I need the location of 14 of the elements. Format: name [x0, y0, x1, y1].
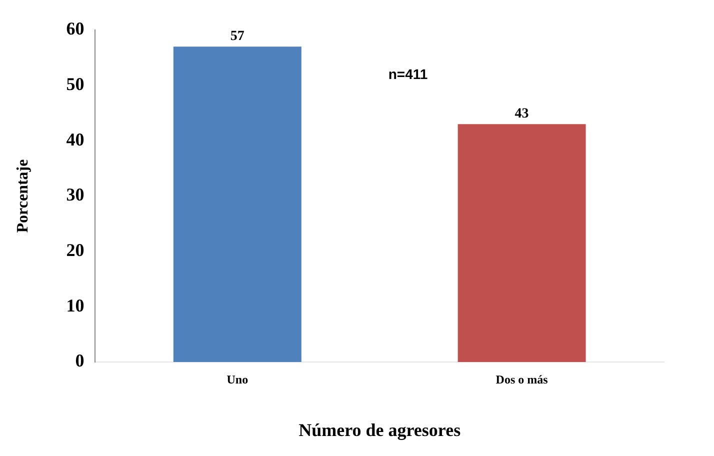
y-tick-label: 30	[66, 184, 84, 205]
annotation: n=411	[388, 66, 428, 82]
y-tick-label: 0	[75, 350, 84, 371]
x-tick-label: Dos o más	[496, 372, 548, 386]
x-tick-label: Uno	[226, 372, 248, 386]
y-axis-title: Porcentaje	[14, 159, 32, 233]
y-tick-label: 10	[66, 295, 84, 316]
x-axis-title: Número de agresores	[298, 420, 461, 440]
y-tick-label: 20	[66, 240, 84, 260]
data-label: 43	[514, 106, 529, 122]
y-tick-label: 50	[66, 74, 84, 94]
y-tick-label: 40	[66, 129, 84, 150]
y-tick-label: 60	[66, 18, 84, 39]
data-label: 57	[230, 29, 244, 44]
